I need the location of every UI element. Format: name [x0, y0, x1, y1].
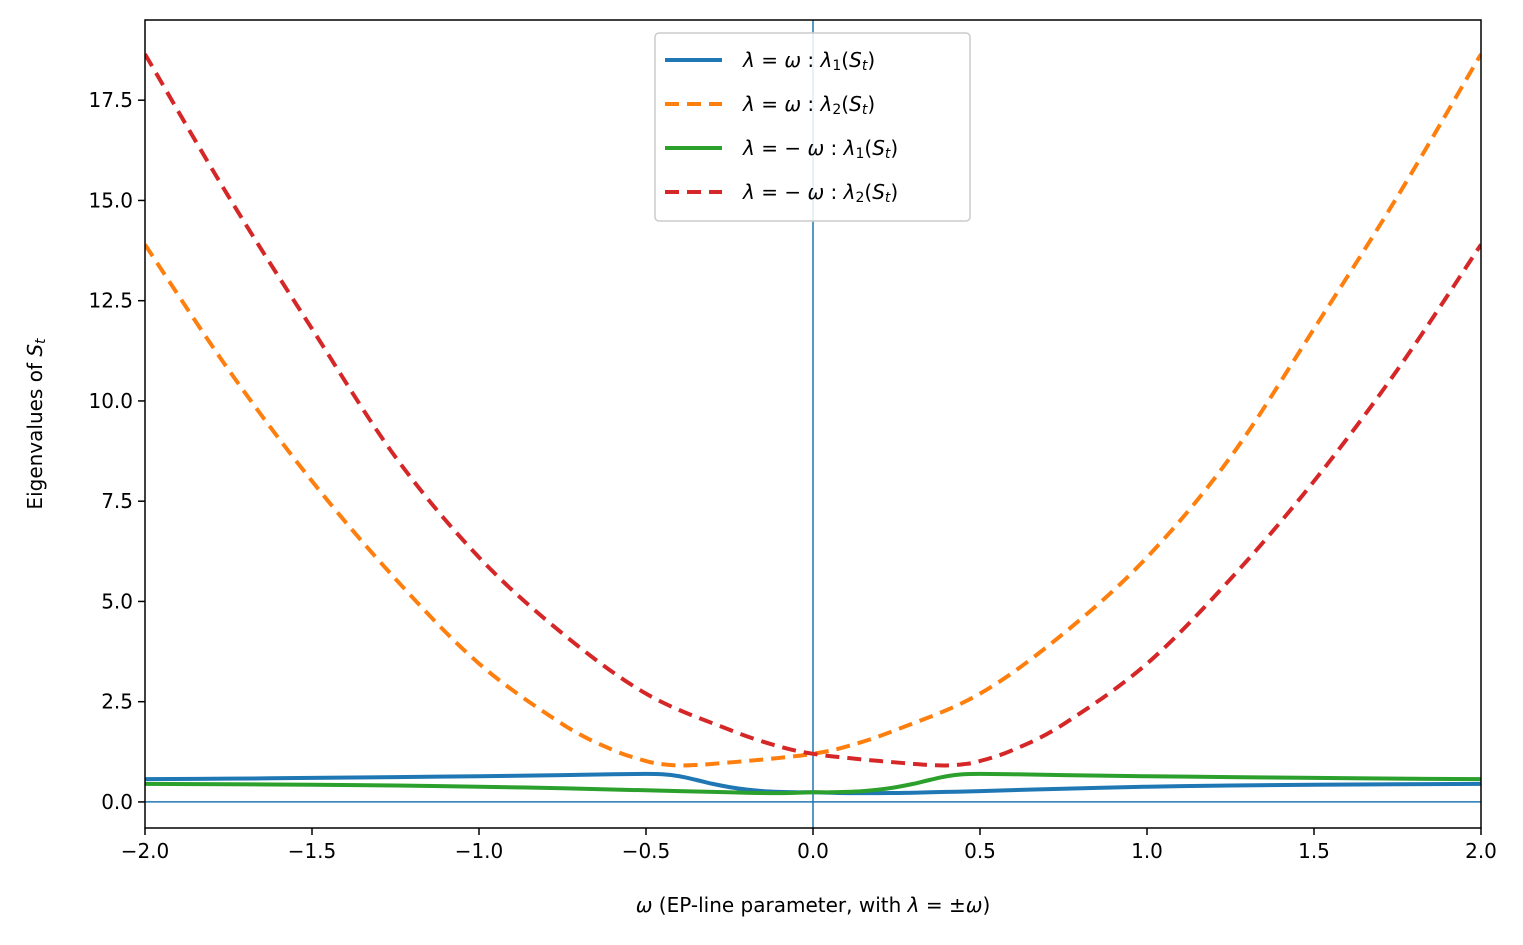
y-axis-label-part-2: t	[33, 338, 49, 344]
legend-label-lambda_eq_neg_omega_l2-part-5: 2	[855, 190, 864, 206]
legend-label-lambda_eq_omega_l1-part-9: )	[867, 48, 875, 72]
legend-label-lambda_eq_omega_l2-part-5: 2	[832, 102, 841, 118]
y-axis-label-part-0: Eigenvalues of	[23, 357, 47, 510]
legend-label-lambda_eq_neg_omega_l2-part-3: :	[824, 180, 843, 204]
legend-label-lambda_eq_omega_l2-part-9: )	[867, 92, 875, 116]
x-axis-label-part-4: ω	[966, 893, 983, 917]
legend-label-lambda_eq_omega_l2-part-6: (	[841, 92, 849, 116]
plot-area	[145, 20, 1481, 828]
legend-label-lambda_eq_neg_omega_l1-part-1: = −	[755, 136, 808, 160]
y-tick-label: 2.5	[101, 690, 133, 714]
y-tick-label: 0.0	[101, 790, 133, 814]
y-tick-label: 17.5	[88, 88, 133, 112]
legend-label-lambda_eq_omega_l2: λ = ω : λ2(St)	[742, 92, 875, 118]
legend-label-lambda_eq_neg_omega_l2-part-6: (	[864, 180, 872, 204]
x-tick-label: 0.0	[797, 839, 829, 863]
legend-label-lambda_eq_omega_l1-part-2: ω	[784, 48, 801, 72]
legend-label-lambda_eq_neg_omega_l2-part-8: t	[885, 190, 891, 206]
legend-label-lambda_eq_omega_l2-part-2: ω	[784, 92, 801, 116]
legend-label-lambda_eq_neg_omega_l2-part-0: λ	[742, 180, 755, 204]
legend-label-lambda_eq_neg_omega_l2: λ = − ω : λ2(St)	[742, 180, 898, 206]
x-tick-label: 1.0	[1131, 839, 1163, 863]
series-line-lambda_eq_omega_l2	[145, 53, 1481, 768]
x-tick-label: 1.5	[1298, 839, 1330, 863]
legend-label-lambda_eq_omega_l1-part-0: λ	[742, 48, 755, 72]
legend-label-lambda_eq_neg_omega_l2-part-9: )	[890, 180, 898, 204]
legend-label-lambda_eq_neg_omega_l1-part-3: :	[824, 136, 843, 160]
legend-label-lambda_eq_neg_omega_l2-part-4: λ	[843, 180, 856, 204]
legend-label-lambda_eq_neg_omega_l1-part-4: λ	[843, 136, 856, 160]
legend-label-lambda_eq_omega_l2-part-1: =	[755, 92, 784, 116]
x-tick-label: 0.5	[964, 839, 996, 863]
legend-label-lambda_eq_neg_omega_l2-part-1: = −	[755, 180, 808, 204]
x-tick-label: −1.0	[455, 839, 504, 863]
x-axis-label-part-0: ω	[636, 893, 653, 917]
legend-label-lambda_eq_neg_omega_l2-part-7: S	[872, 180, 885, 204]
y-tick-label: 12.5	[88, 289, 133, 313]
legend-label-lambda_eq_neg_omega_l1-part-6: (	[864, 136, 872, 160]
legend-label-lambda_eq_omega_l2-part-8: t	[862, 102, 868, 118]
x-tick-label: 2.0	[1465, 839, 1497, 863]
legend-label-lambda_eq_neg_omega_l2-part-2: ω	[807, 180, 824, 204]
x-axis-label: ω (EP-line parameter, with λ = ±ω)	[636, 893, 991, 917]
legend-label-lambda_eq_omega_l1-part-7: S	[849, 48, 862, 72]
legend: λ = ω : λ1(St)λ = ω : λ2(St)λ = − ω : λ1…	[654, 32, 971, 222]
legend-label-lambda_eq_omega_l2-part-7: S	[849, 92, 862, 116]
x-tick-label: −2.0	[121, 839, 170, 863]
legend-label-lambda_eq_neg_omega_l1-part-8: t	[885, 146, 891, 162]
x-axis-label-part-5: )	[982, 893, 990, 917]
x-axis-label-part-3: = ±	[919, 893, 965, 917]
legend-label-lambda_eq_neg_omega_l1-part-5: 1	[855, 146, 864, 162]
y-axis-label-part-1: S	[23, 344, 47, 357]
legend-label-lambda_eq_omega_l1-part-4: λ	[820, 48, 833, 72]
x-tick-label: −0.5	[622, 839, 671, 863]
y-axis-label: Eigenvalues of St	[23, 338, 49, 510]
legend-label-lambda_eq_omega_l2-part-4: λ	[820, 92, 833, 116]
x-axis-label-part-1: (EP-line parameter, with	[652, 893, 907, 917]
legend-label-lambda_eq_omega_l1-part-3: :	[801, 48, 820, 72]
legend-label-lambda_eq_neg_omega_l1-part-9: )	[890, 136, 898, 160]
legend-label-lambda_eq_omega_l1-part-8: t	[862, 58, 868, 74]
series-group	[145, 53, 1481, 796]
y-tick-label: 15.0	[88, 188, 133, 212]
axes: −2.0 −1.5 −1.0 −0.5 0.0 0.5 1.0 1.5 2.0 0.0 2.5 5.0…	[23, 19, 1497, 917]
legend-label-lambda_eq_omega_l1-part-1: =	[755, 48, 784, 72]
legend-label-lambda_eq_neg_omega_l1: λ = − ω : λ1(St)	[742, 136, 898, 162]
legend-label-lambda_eq_omega_l1: λ = ω : λ1(St)	[742, 48, 875, 74]
y-tick-label: 10.0	[88, 389, 133, 413]
legend-label-lambda_eq_omega_l1-part-6: (	[841, 48, 849, 72]
y-tick-label: 7.5	[101, 489, 133, 513]
series-line-lambda_eq_neg_omega_l1	[145, 771, 1481, 796]
legend-label-lambda_eq_omega_l2-part-0: λ	[742, 92, 755, 116]
legend-label-lambda_eq_omega_l1-part-5: 1	[832, 58, 841, 74]
legend-label-lambda_eq_neg_omega_l1-part-0: λ	[742, 136, 755, 160]
y-tick-label: 5.0	[101, 589, 133, 613]
series-line-lambda_eq_neg_omega_l2	[145, 53, 1481, 768]
x-tick-label: −1.5	[288, 839, 337, 863]
legend-label-lambda_eq_neg_omega_l1-part-2: ω	[807, 136, 824, 160]
legend-box	[654, 32, 971, 222]
legend-label-lambda_eq_neg_omega_l1-part-7: S	[872, 136, 885, 160]
legend-label-lambda_eq_omega_l2-part-3: :	[801, 92, 820, 116]
x-axis-label-part-2: λ	[907, 893, 920, 917]
